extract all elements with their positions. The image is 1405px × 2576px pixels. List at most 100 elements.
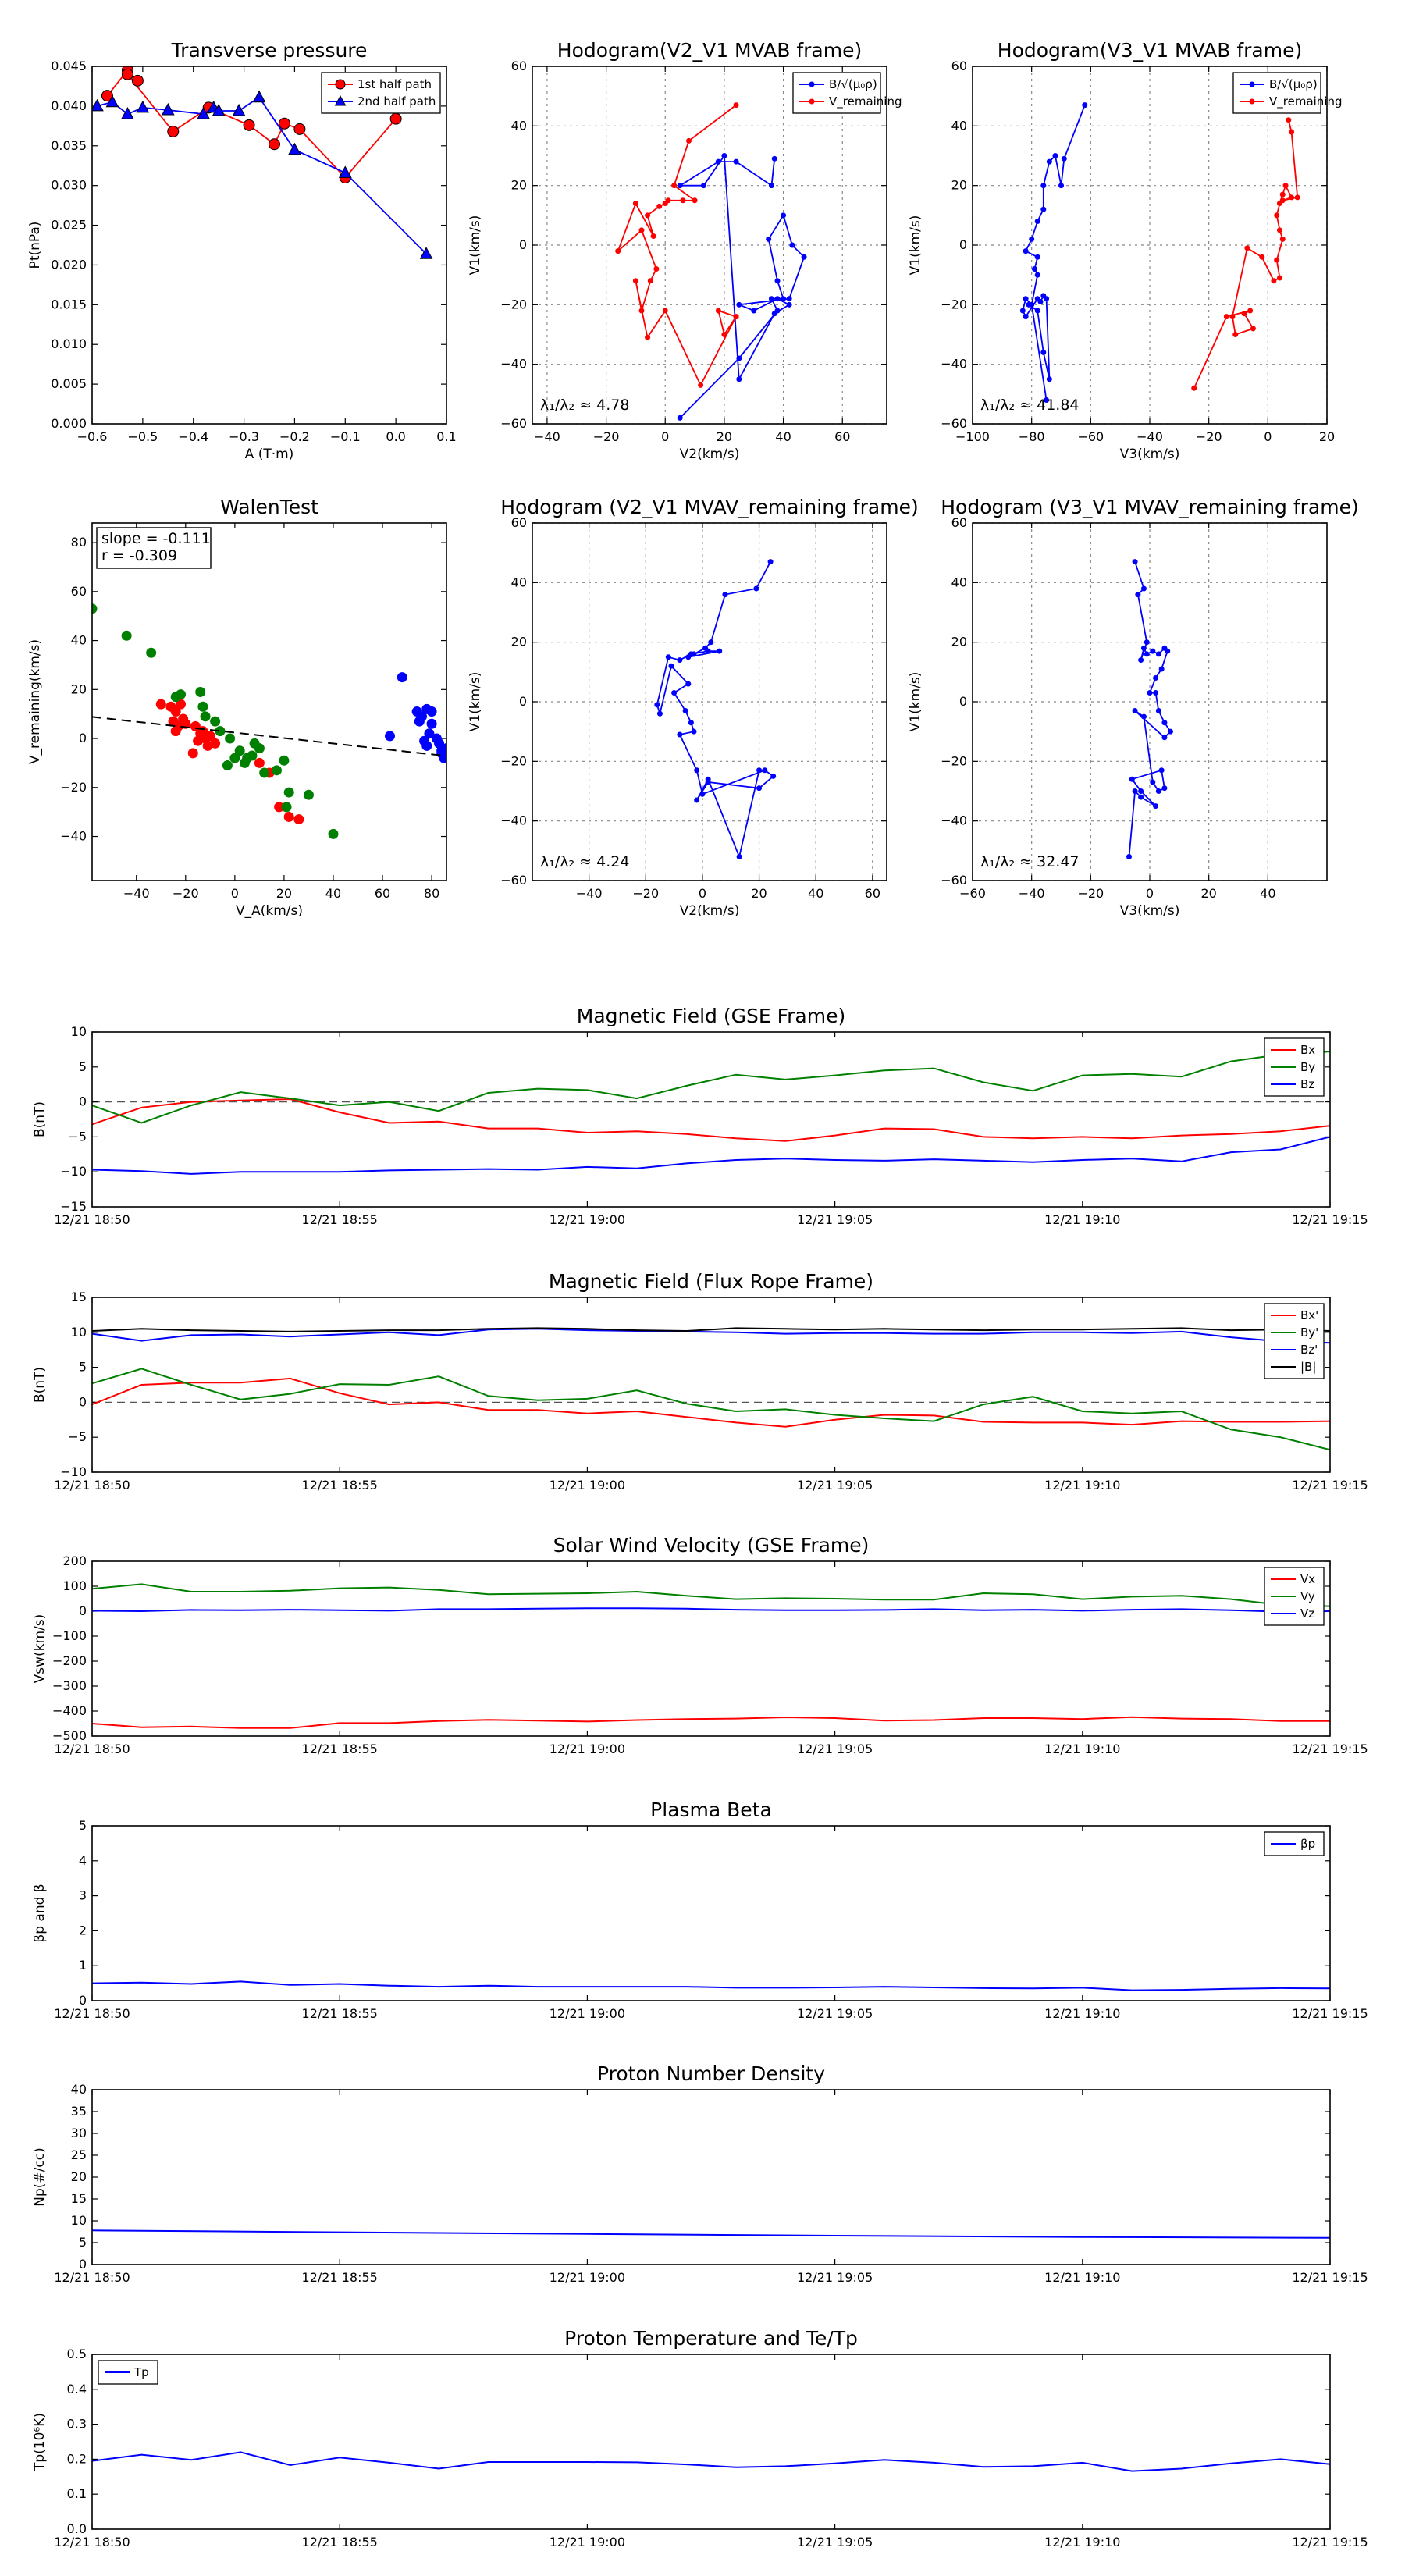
x-tick-label: 0.1	[436, 429, 456, 444]
plot-area	[92, 66, 433, 259]
plot-frame	[91, 1825, 1331, 2001]
data-point	[121, 107, 134, 119]
legend-label: V_remaining	[1269, 94, 1343, 109]
data-point	[210, 716, 221, 727]
y-tick-label: 4	[79, 1853, 87, 1868]
y-tick-label: 5	[79, 1059, 87, 1074]
data-point	[715, 308, 721, 314]
x-tick-label: −100	[955, 429, 990, 444]
data-point	[733, 102, 739, 109]
plot-frame	[972, 522, 1328, 881]
chart-h1: Hodogram(V2_V1 MVAB frame) −40 −20 0 20 40 60 −…	[468, 39, 902, 462]
data-point	[1138, 794, 1144, 800]
series-0	[654, 559, 777, 859]
x-tick-label: 12/21 18:55	[302, 1212, 378, 1227]
data-point	[1140, 713, 1147, 720]
y-tick-label: 0.5	[67, 2347, 87, 2361]
data-point	[397, 672, 407, 683]
x-tick-label: 12/21 19:15	[1292, 1212, 1368, 1227]
data-point	[271, 765, 282, 776]
series-line	[92, 1327, 1330, 1332]
x-tick-label: −60	[959, 886, 986, 901]
series-line	[92, 1980, 1330, 1991]
x-tick-label: −0.1	[330, 429, 361, 444]
series-2	[92, 1328, 1330, 1344]
plot-area	[92, 2451, 1330, 2472]
y-tick-label: 40	[951, 575, 967, 589]
y-tick-label: 0.035	[51, 138, 87, 153]
x-tick-label: 40	[775, 429, 791, 444]
y-tick-label: −40	[500, 357, 527, 372]
data-point	[786, 301, 792, 308]
data-point	[770, 773, 777, 779]
x-tick-label: 12/21 19:00	[550, 1742, 625, 1756]
x-tick-label: 12/21 18:50	[54, 1742, 130, 1756]
data-point	[1161, 720, 1168, 726]
series-line	[92, 1368, 1330, 1451]
data-point	[781, 296, 787, 302]
x-tick-label: 12/21 19:10	[1044, 2270, 1120, 2285]
y-tick-label: −20	[500, 753, 527, 768]
data-point	[389, 112, 402, 125]
data-point	[1282, 183, 1289, 189]
data-point	[692, 197, 698, 204]
data-point	[1294, 194, 1300, 201]
y-tick-label: 0.2	[67, 2451, 87, 2466]
y-axis-label: V1(km/s)	[908, 672, 923, 732]
data-point	[170, 706, 181, 717]
y-tick-label: −20	[500, 297, 527, 311]
data-point	[1058, 183, 1064, 189]
data-point	[155, 699, 166, 710]
y-axis-label: V1(km/s)	[468, 215, 483, 276]
y-tick-label: 0	[519, 237, 527, 252]
data-point	[688, 720, 694, 726]
x-tick-label: 12/21 19:00	[550, 2006, 625, 2021]
data-point	[259, 767, 270, 778]
x-tick-label: 12/21 18:55	[302, 2270, 378, 2285]
data-point	[146, 647, 157, 658]
chart-title: Hodogram(V3_V1 MVAB frame)	[998, 39, 1302, 62]
data-point	[638, 227, 645, 233]
data-point	[768, 296, 774, 302]
y-tick-label: 60	[511, 59, 527, 73]
data-point	[1271, 278, 1277, 284]
data-point	[202, 740, 213, 751]
y-axis-label: Tp(10⁶K)	[32, 2413, 48, 2471]
y-axis-label: B(nT)	[32, 1101, 48, 1137]
y-tick-label: −300	[52, 1678, 87, 1693]
x-tick-label: −40	[1136, 429, 1163, 444]
x-tick-label: 0	[661, 429, 669, 444]
x-tick-label: 40	[325, 886, 341, 901]
data-point	[197, 726, 208, 737]
y-tick-label: 15	[71, 2191, 87, 2206]
series-1	[92, 1051, 1330, 1124]
y-tick-label: 15	[71, 1290, 87, 1304]
data-point	[293, 814, 304, 825]
data-point	[1034, 218, 1040, 224]
data-point	[671, 690, 678, 696]
data-point	[414, 716, 425, 727]
legend-marker	[1249, 81, 1255, 87]
x-tick-label: −0.2	[279, 429, 310, 444]
data-point	[733, 158, 739, 165]
x-tick-label: 12/21 18:50	[54, 2270, 130, 2285]
y-tick-label: 20	[71, 2169, 87, 2184]
plot-frame	[532, 66, 887, 425]
legend-label: Bz	[1300, 1077, 1314, 1091]
data-point	[1023, 296, 1029, 302]
series-line	[656, 561, 775, 859]
series-1	[1191, 117, 1300, 391]
x-tick-label: −80	[1019, 429, 1045, 444]
y-tick-label: 0	[519, 694, 527, 709]
data-point	[136, 100, 150, 113]
y-tick-label: 1	[79, 1958, 87, 1973]
legend-label: B/√(μ₀ρ)	[829, 77, 877, 91]
x-tick-label: 12/21 19:00	[550, 2535, 625, 2549]
data-point	[419, 247, 433, 259]
series-2	[92, 1607, 1330, 1613]
y-tick-label: −40	[941, 813, 967, 828]
data-point	[225, 733, 236, 744]
y-tick-label: 25	[71, 2147, 87, 2162]
series-0	[677, 153, 807, 421]
series-line	[97, 96, 427, 254]
